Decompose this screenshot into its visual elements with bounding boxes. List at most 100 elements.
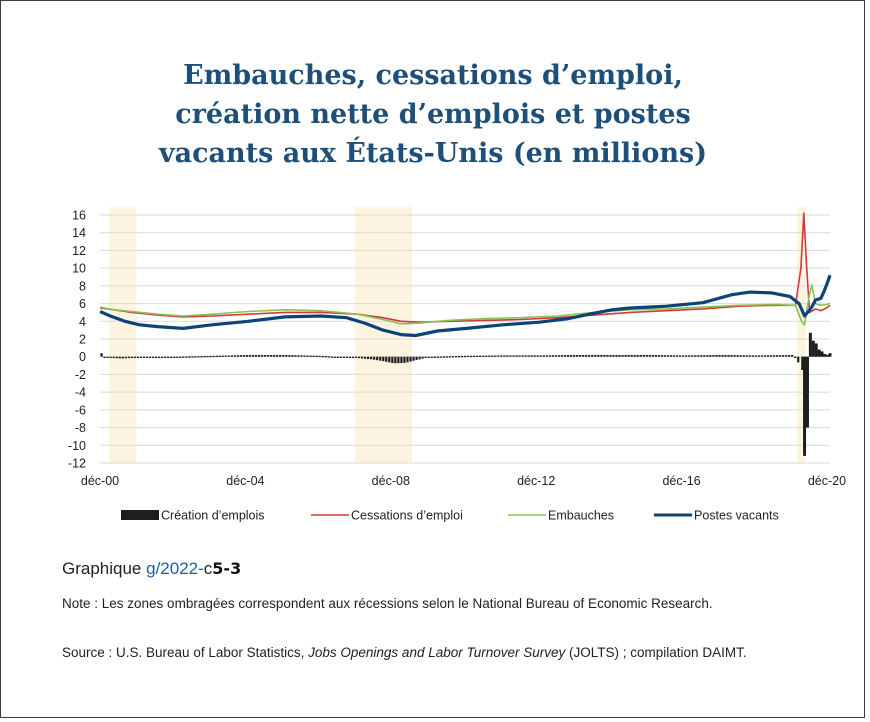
creation-bar bbox=[339, 356, 342, 359]
creation-bar bbox=[142, 356, 146, 359]
creation-bar bbox=[548, 355, 551, 357]
creation-bar bbox=[473, 355, 476, 358]
creation-bar bbox=[300, 355, 303, 357]
creation-bar bbox=[409, 356, 412, 362]
creation-bar bbox=[360, 356, 364, 359]
y-tick-label: -4 bbox=[75, 386, 86, 400]
creation-bar bbox=[373, 356, 376, 360]
creation-bar bbox=[666, 355, 670, 357]
creation-bar bbox=[457, 356, 461, 358]
creation-bar bbox=[291, 355, 294, 357]
creation-bar bbox=[164, 356, 167, 359]
creation-bar bbox=[421, 356, 424, 359]
creation-bar bbox=[633, 354, 636, 357]
creation-bar bbox=[651, 354, 654, 357]
creation-bar bbox=[106, 356, 109, 359]
creation-bar bbox=[660, 355, 664, 357]
legend-label-2: Embauches bbox=[548, 509, 614, 523]
creation-bar bbox=[254, 354, 258, 357]
y-tick-label: 2 bbox=[79, 333, 86, 347]
creation-bar bbox=[645, 354, 648, 357]
y-tick-label: -6 bbox=[75, 403, 86, 417]
creation-bar bbox=[158, 356, 161, 359]
creation-bar bbox=[354, 356, 358, 359]
creation-bar bbox=[357, 356, 361, 359]
caption-link[interactable]: g/2022- bbox=[146, 559, 204, 578]
creation-bar bbox=[294, 355, 297, 357]
creation-bar bbox=[333, 356, 336, 358]
creation-bar bbox=[794, 356, 797, 359]
y-tick-label: 6 bbox=[79, 297, 86, 311]
creation-bar bbox=[615, 354, 618, 357]
creation-bar bbox=[560, 355, 564, 357]
creation-bar bbox=[594, 354, 597, 357]
creation-bar bbox=[133, 356, 136, 359]
creation-bar bbox=[394, 356, 397, 364]
creation-bar bbox=[775, 355, 779, 357]
creation-bar bbox=[618, 354, 621, 357]
creation-bar bbox=[260, 354, 264, 357]
creation-bar bbox=[127, 356, 130, 359]
creation-bar bbox=[482, 355, 485, 357]
legend-label-1: Cessations d’emploi bbox=[351, 509, 463, 523]
creation-bar bbox=[763, 355, 767, 357]
creation-bar bbox=[591, 354, 594, 357]
creation-bar bbox=[239, 355, 242, 357]
creation-bar bbox=[406, 356, 409, 363]
creation-bar bbox=[479, 355, 482, 357]
creation-bar bbox=[675, 355, 679, 357]
creation-bar bbox=[817, 349, 821, 357]
creation-bar bbox=[324, 356, 327, 358]
creation-bar bbox=[188, 356, 191, 358]
creation-bar bbox=[718, 354, 721, 357]
creation-bar bbox=[582, 354, 585, 357]
creation-bar bbox=[448, 356, 451, 358]
creation-bar bbox=[697, 355, 700, 357]
x-tick-label: déc-04 bbox=[226, 474, 264, 488]
x-tick-label: déc-12 bbox=[517, 474, 555, 488]
recession-band-0 bbox=[109, 207, 137, 463]
creation-bar bbox=[218, 355, 221, 357]
creation-bar bbox=[245, 354, 249, 357]
creation-bar bbox=[297, 355, 300, 357]
creation-bar bbox=[470, 355, 473, 358]
creation-bar bbox=[700, 355, 703, 357]
legend-swatch-0 bbox=[121, 510, 159, 520]
y-tick-label: 16 bbox=[72, 209, 86, 223]
creation-bar bbox=[115, 356, 118, 359]
chart-title: Embauches, cessations d’emploi, création… bbox=[80, 56, 786, 173]
creation-bar bbox=[642, 354, 645, 357]
creation-bar bbox=[363, 356, 367, 359]
creation-bar bbox=[797, 356, 800, 363]
y-tick-label: -10 bbox=[68, 439, 86, 453]
creation-bar bbox=[194, 356, 197, 358]
creation-bar bbox=[185, 356, 188, 358]
creation-bar bbox=[215, 355, 218, 358]
creation-bar bbox=[820, 351, 824, 357]
creation-bar bbox=[554, 355, 558, 357]
creation-bar bbox=[485, 355, 488, 357]
creation-bar bbox=[454, 356, 458, 358]
legend-label-0: Création d’emplois bbox=[161, 509, 265, 523]
creation-bar bbox=[785, 355, 788, 357]
creation-bar bbox=[288, 355, 291, 357]
creation-bar bbox=[679, 355, 682, 357]
creation-bar bbox=[206, 355, 209, 358]
creation-bar bbox=[721, 354, 724, 357]
title-line-3: vacants aux États-Unis (en millions) bbox=[158, 138, 708, 169]
creation-bar bbox=[430, 356, 433, 358]
creation-bar bbox=[466, 355, 470, 358]
creation-bar bbox=[224, 355, 227, 357]
source-survey-title: Jobs Openings and Labor Turnover Survey bbox=[308, 645, 566, 660]
creation-bar bbox=[688, 355, 691, 357]
creation-bar bbox=[167, 356, 170, 359]
creation-bar bbox=[730, 355, 733, 357]
creation-bar bbox=[203, 356, 206, 358]
creation-bar bbox=[439, 356, 442, 358]
creation-bar bbox=[236, 355, 239, 357]
creation-bar bbox=[736, 355, 739, 357]
creation-bar bbox=[348, 356, 352, 359]
creation-bar bbox=[576, 354, 579, 357]
creation-bar bbox=[282, 354, 285, 357]
creation-bar bbox=[161, 356, 164, 359]
